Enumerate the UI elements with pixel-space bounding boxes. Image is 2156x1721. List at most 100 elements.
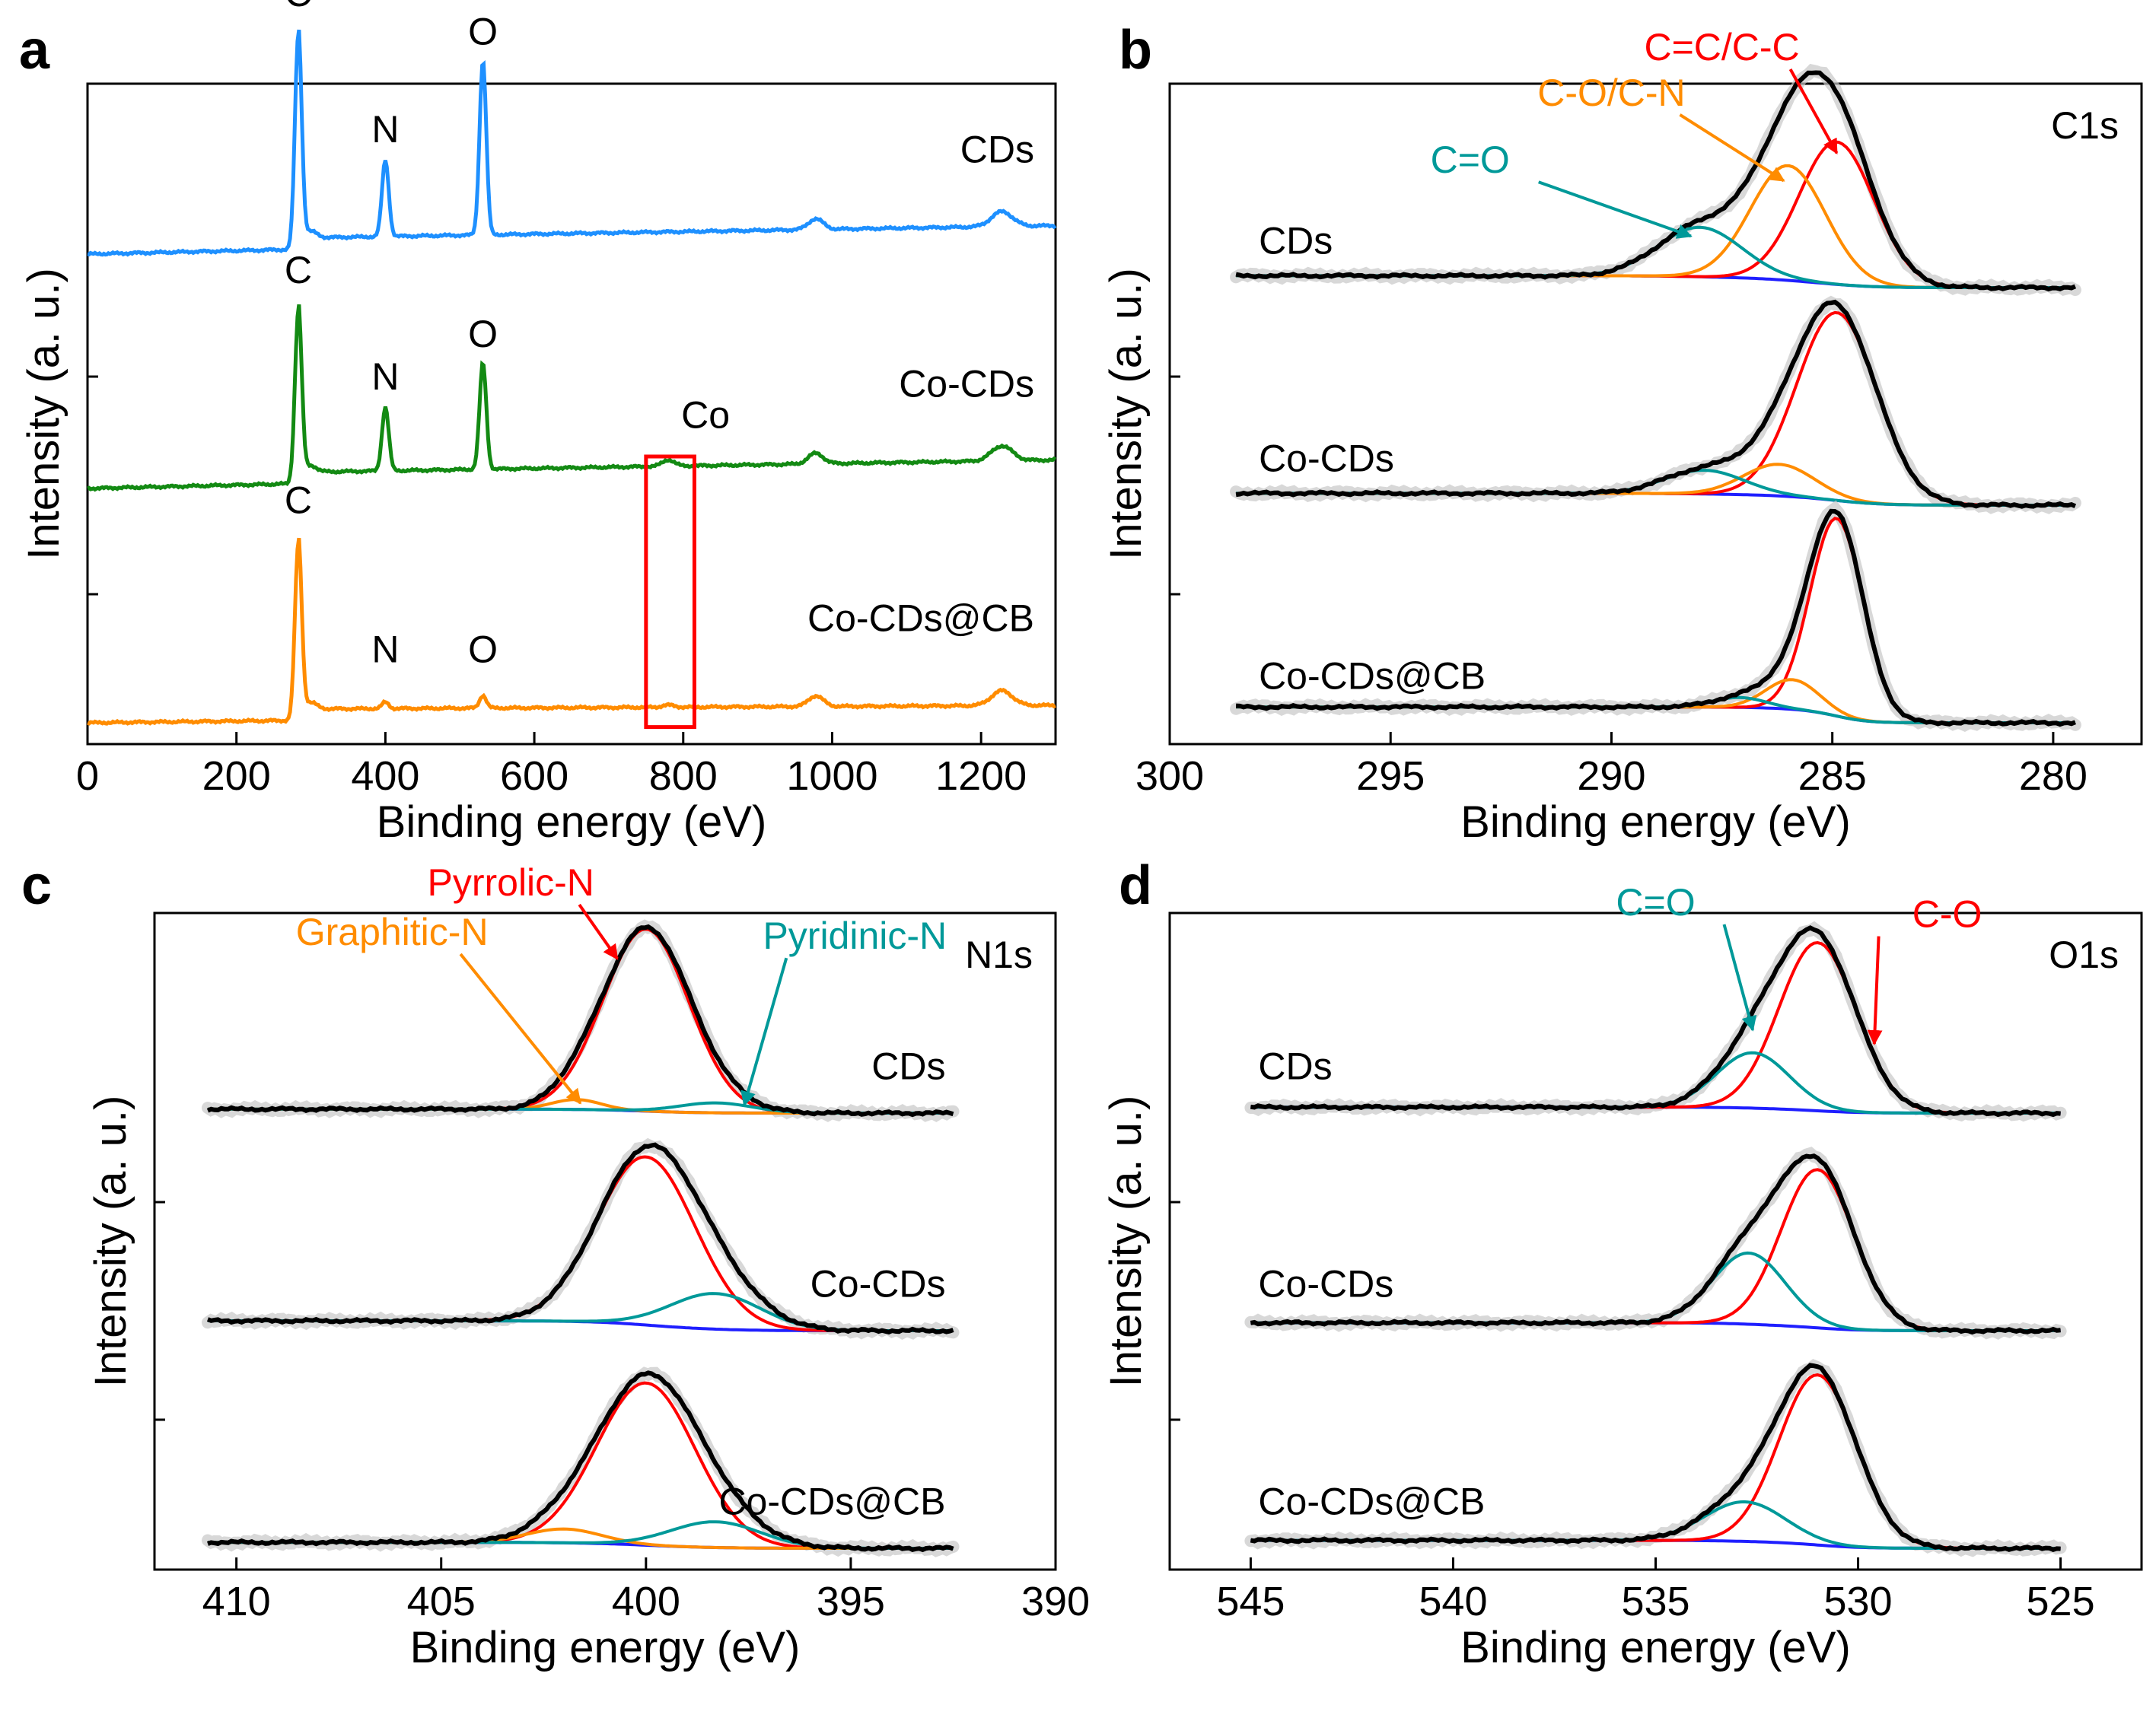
x-tick-label: 300 xyxy=(1135,753,1204,799)
peak-label-N: N xyxy=(371,108,399,151)
panel-b-chart: 300 295 290 285 280 Binding energy (eV) Intens… xyxy=(1101,26,2143,847)
co-highlight-box xyxy=(644,454,696,730)
annotation-arrow xyxy=(578,903,619,960)
series-label: CDs xyxy=(960,129,1034,171)
sample-label: Co-CDs@CB xyxy=(718,1481,945,1523)
envelope-Co-CDs xyxy=(1250,1153,2061,1335)
peak-label-N: N xyxy=(371,355,399,398)
envelope-CDs xyxy=(1250,925,2061,1118)
peak-label-O: O xyxy=(468,10,498,52)
peak-label-O: O xyxy=(468,628,498,670)
annotation-arrow xyxy=(740,957,788,1107)
envelope-Co-CDs xyxy=(1235,299,2077,509)
x-tick-label: 1000 xyxy=(786,753,877,799)
envelope-Co-CDs@CB xyxy=(1250,1363,2061,1552)
component-C=C/C-C xyxy=(1236,140,2075,289)
annotation-arrow xyxy=(1538,180,1693,239)
x-axis-label: Binding energy (eV) xyxy=(1460,797,1851,847)
annotation-arrow xyxy=(1679,113,1785,183)
sample-label: CDs xyxy=(1258,1045,1332,1088)
x-axis-label: Binding energy (eV) xyxy=(377,797,767,847)
component-C-O xyxy=(1250,1168,2061,1332)
x-tick-label: 295 xyxy=(1356,753,1425,799)
annotation-arrow xyxy=(1722,924,1757,1032)
envelope-Co-CDs@CB xyxy=(1235,508,2077,727)
x-tick-label: 545 xyxy=(1216,1579,1285,1624)
sample-label: Co-CDs@CB xyxy=(1259,655,1486,698)
envelope-Co-CDs xyxy=(206,1142,954,1335)
sample-label: CDs xyxy=(1259,220,1333,262)
x-tick-label: 600 xyxy=(500,753,568,799)
panel-letter-b: b xyxy=(1119,20,1152,81)
y-axis-label: Intensity (a. u.) xyxy=(19,268,68,560)
plot-frame xyxy=(1168,82,2143,746)
component-C-O xyxy=(1250,940,2061,1115)
envelope-Co-CDs@CB xyxy=(206,1370,954,1553)
y-axis-label: Intensity (a. u.) xyxy=(86,1096,135,1388)
x-axis-label: Binding energy (eV) xyxy=(1460,1623,1851,1672)
annotation-label: Pyrrolic-N xyxy=(427,861,594,904)
raw-data-Co-CDs xyxy=(1244,1147,2067,1340)
x-tick-label: 400 xyxy=(351,753,419,799)
sample-label: CDs xyxy=(871,1045,945,1088)
annotation-label: C=C/C-C xyxy=(1644,26,1799,68)
raw-data-CDs xyxy=(1244,921,2067,1122)
plot-frame xyxy=(1168,911,2143,1571)
x-tick-label: 285 xyxy=(1798,753,1867,799)
x-tick-label: 400 xyxy=(612,1579,680,1624)
sample-label: Co-CDs@CB xyxy=(1258,1481,1485,1523)
envelope-CDs xyxy=(206,924,954,1118)
panel-d-chart: 545 540 535 530 525 Binding energy (eV) Intens… xyxy=(1101,881,2143,1672)
x-tick-label: 525 xyxy=(2027,1579,2095,1624)
x-tick-label: 0 xyxy=(76,753,99,799)
x-tick-label: 535 xyxy=(1621,1579,1689,1624)
x-tick-label: 390 xyxy=(1021,1579,1090,1624)
peak-label-Co: Co xyxy=(681,393,730,436)
sample-label: Co-CDs xyxy=(1258,1263,1393,1306)
core-level-label: N1s xyxy=(965,934,1033,976)
series-label: Co-CDs@CB xyxy=(807,597,1034,640)
survey-line-CDs xyxy=(87,29,1057,257)
sample-label: Co-CDs xyxy=(810,1263,946,1306)
core-level-label: O1s xyxy=(2049,934,2119,976)
x-tick-label: 530 xyxy=(1823,1579,1892,1624)
annotation-arrow xyxy=(459,953,582,1105)
annotation-arrow xyxy=(1788,68,1839,154)
peak-label-C: C xyxy=(285,0,312,14)
annotation-label: C-O/C-N xyxy=(1537,72,1685,114)
annotation-arrow xyxy=(1867,936,1883,1045)
survey-line-Co-CDs@CB xyxy=(87,537,1056,726)
panel-letter-a: a xyxy=(19,20,50,81)
envelope-CDs xyxy=(1235,70,2077,292)
x-tick-label: 200 xyxy=(202,753,271,799)
y-axis-label: Intensity (a. u.) xyxy=(1101,1096,1151,1388)
panel-letter-c: c xyxy=(21,855,52,916)
survey-line-Co-CDs xyxy=(87,304,1057,492)
sample-label: Co-CDs xyxy=(1259,437,1394,480)
x-tick-label: 395 xyxy=(817,1579,885,1624)
annotation-label: C=O xyxy=(1431,138,1510,181)
x-axis-label: Binding energy (eV) xyxy=(410,1623,801,1672)
core-level-label: C1s xyxy=(2051,104,2119,147)
x-tick-label: 280 xyxy=(2019,753,2088,799)
annotation-label: C=O xyxy=(1616,881,1695,924)
peak-label-C: C xyxy=(285,479,312,521)
annotation-label: C-O xyxy=(1912,893,1982,936)
x-tick-label: 800 xyxy=(649,753,718,799)
annotation-label: Graphitic-N xyxy=(296,911,489,953)
x-tick-label: 540 xyxy=(1419,1579,1487,1624)
peak-label-C: C xyxy=(285,249,312,291)
plot-frame xyxy=(86,82,1057,746)
peak-label-N: N xyxy=(371,628,399,670)
x-tick-label: 290 xyxy=(1577,753,1645,799)
panel-a-chart: 0 200 400 600 800 1000 1200 Binding energy (eV)… xyxy=(19,0,1057,847)
peak-label-O: O xyxy=(468,313,498,355)
x-tick-label: 410 xyxy=(202,1579,271,1624)
annotation-label: Pyridinic-N xyxy=(763,915,947,957)
panel-c-chart: 410 405 400 395 390 Binding energy (eV) Intens… xyxy=(86,861,1090,1672)
x-tick-label: 1200 xyxy=(935,753,1027,799)
plot-frame xyxy=(153,911,1057,1571)
panel-letter-d: d xyxy=(1119,855,1152,916)
series-label: Co-CDs xyxy=(899,363,1034,406)
